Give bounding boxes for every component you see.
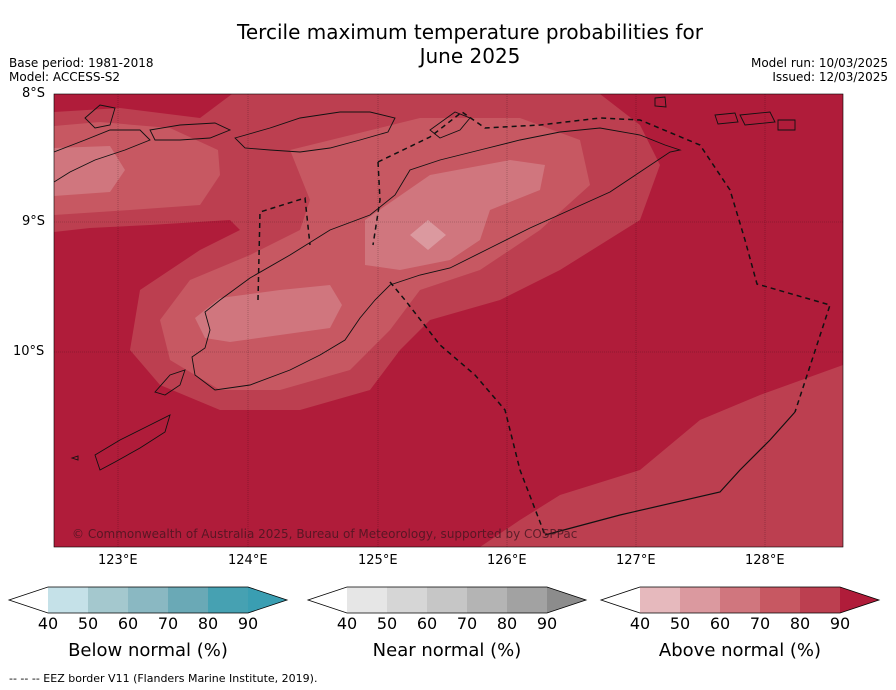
model-run-text: Model run: 10/03/2025 (750, 56, 888, 70)
colorbar-tick-label: 80 (496, 614, 518, 633)
leti-coastline (714, 112, 739, 125)
colorbar-left-arrow (308, 587, 347, 613)
lon-label-126e: 126°E (487, 553, 527, 568)
field-above-50 (410, 220, 446, 250)
lat-label-10s: 10°S (13, 344, 45, 359)
meta-left: Base period: 1981-2018 Model: ACCESS-S2 (9, 56, 154, 84)
atauro-coastline (429, 111, 471, 139)
colorbar-tick-label: 60 (416, 614, 438, 633)
colorbars (7, 586, 881, 614)
field-above-60-central (365, 160, 545, 270)
lon-label-125e: 125°E (358, 553, 398, 568)
lon-label-124e: 124°E (228, 553, 268, 568)
colorbar-above-normal (599, 586, 881, 614)
eez-border-solid (544, 411, 796, 536)
colorbar-segment (800, 587, 840, 613)
colorbar-tick-label: 40 (37, 614, 59, 633)
colorbar-segment (48, 587, 88, 613)
copyright-text: © Commonwealth of Australia 2025, Bureau… (72, 527, 578, 541)
lon-label-128e: 128°E (745, 553, 785, 568)
kisar-coastline (654, 96, 667, 108)
field-above-60 (54, 146, 125, 196)
colorbar-tick-label: 50 (376, 614, 398, 633)
colorbar-segment (88, 587, 128, 613)
timor-coastline (191, 127, 682, 391)
colorbar-tick-label: 80 (789, 614, 811, 633)
colorbar-tick-label: 90 (237, 614, 259, 633)
colorbar-tick-label: 40 (629, 614, 651, 633)
lat-label-9s: 9°S (22, 214, 46, 229)
probability-field (54, 94, 843, 547)
eez-border (257, 111, 831, 536)
colorbar-tick-label: 90 (829, 614, 851, 633)
colorbar-left-arrow (601, 587, 640, 613)
colorbar-tick-label: 70 (157, 614, 179, 633)
colorbar-tick-label: 40 (336, 614, 358, 633)
colorbar-tick-label: 90 (536, 614, 558, 633)
wetar-coastline (234, 111, 396, 153)
colorbar-near-title: Near normal (%) (372, 640, 522, 661)
colorbar-right-arrow (547, 587, 586, 613)
colorbar-segment (347, 587, 387, 613)
colorbar-segment (640, 587, 680, 613)
colorbar-tick-label: 50 (669, 614, 691, 633)
colorbar-below-title: Below normal (%) (68, 640, 228, 661)
alor-coastline (149, 122, 232, 141)
colorbar-tick-label: 80 (197, 614, 219, 633)
issued-text: Issued: 12/03/2025 (772, 70, 888, 84)
colorbar-outline (599, 586, 881, 614)
flores-coastline (54, 129, 151, 183)
lat-label-8s: 8°S (22, 86, 46, 101)
colorbar-below-normal (7, 586, 289, 614)
coastlines (54, 96, 796, 471)
map-title: Tercile maximum temperature probabilitie… (237, 20, 703, 68)
map-frame (53, 93, 844, 548)
colorbar-near-normal (306, 586, 588, 614)
colorbar-tick-label: 60 (117, 614, 139, 633)
colorbar-outline (7, 586, 289, 614)
colorbar-right-arrow (840, 587, 879, 613)
moa-coastline (739, 111, 776, 126)
model-text: Model: ACCESS-S2 (9, 70, 121, 84)
colorbar-tick-label: 70 (749, 614, 771, 633)
lon-label-123e: 123°E (98, 553, 138, 568)
colorbar-above-title: Above normal (%) (658, 640, 822, 661)
eez-note: -- -- -- EEZ border V11 (Flanders Marine… (9, 672, 318, 685)
rote-coastline (154, 369, 186, 396)
lakor-coastline (777, 119, 796, 131)
colorbar-segment (427, 587, 467, 613)
small-island-a (70, 455, 79, 461)
colorbar-segment (507, 587, 547, 613)
meta-right: Model run: 10/03/2025 Issued: 12/03/2025 (751, 56, 888, 84)
base-period-text: Base period: 1981-2018 (9, 56, 154, 70)
pantar-coastline (84, 104, 116, 129)
colorbar-segment (467, 587, 507, 613)
colorbar-segment (128, 587, 168, 613)
colorbar-segment (760, 587, 800, 613)
colorbar-segment (720, 587, 760, 613)
colorbar-right-arrow (248, 587, 287, 613)
sawu-coastline (94, 414, 171, 471)
colorbar-tick-label: 50 (77, 614, 99, 633)
colorbar-segment (208, 587, 248, 613)
field-above-80-southeast (480, 365, 843, 547)
colorbar-left-arrow (9, 587, 48, 613)
colorbar-tick-label: 60 (709, 614, 731, 633)
lon-label-127e: 127°E (616, 553, 656, 568)
colorbar-segment (387, 587, 427, 613)
colorbar-segment (680, 587, 720, 613)
colorbar-tick-label: 70 (456, 614, 478, 633)
colorbar-outline (306, 586, 588, 614)
field-above-60-west (195, 285, 342, 342)
colorbar-segment (168, 587, 208, 613)
